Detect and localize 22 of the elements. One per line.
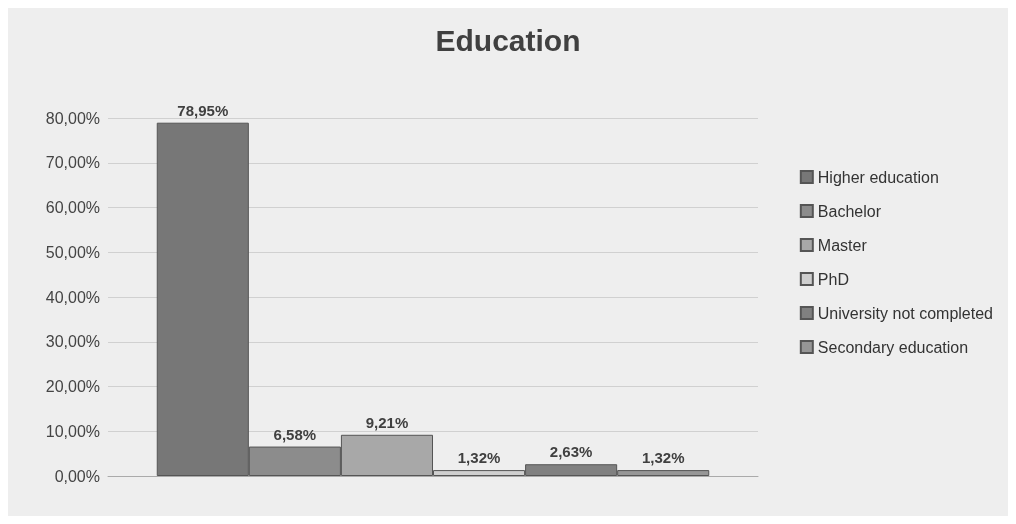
- legend-label: PhD: [817, 270, 849, 288]
- y-tick-label: 40,00%: [45, 288, 100, 306]
- legend-label: Secondary education: [817, 338, 969, 356]
- legend-label: Higher education: [817, 168, 939, 186]
- data-label: 1,32%: [641, 449, 685, 467]
- data-label: 9,21%: [365, 413, 409, 431]
- legend-label: University not completed: [817, 304, 993, 322]
- y-tick-label: 70,00%: [45, 154, 100, 172]
- y-tick-label: 50,00%: [45, 243, 100, 261]
- y-tick-label: 80,00%: [45, 109, 100, 127]
- y-tick-label: 30,00%: [45, 333, 100, 351]
- legend-label: Bachelor: [817, 202, 882, 220]
- data-label: 78,95%: [177, 101, 229, 119]
- data-label: 2,63%: [549, 443, 593, 461]
- chart-title: Education: [435, 23, 581, 57]
- data-label: 6,58%: [273, 425, 317, 443]
- y-tick-label: 10,00%: [45, 422, 100, 440]
- y-tick-label: 60,00%: [45, 199, 100, 216]
- y-tick-label: 0,00%: [54, 467, 100, 485]
- legend-label: Master: [817, 236, 868, 254]
- y-tick-label: 20,00%: [45, 378, 100, 395]
- data-label: 1,32%: [457, 449, 501, 467]
